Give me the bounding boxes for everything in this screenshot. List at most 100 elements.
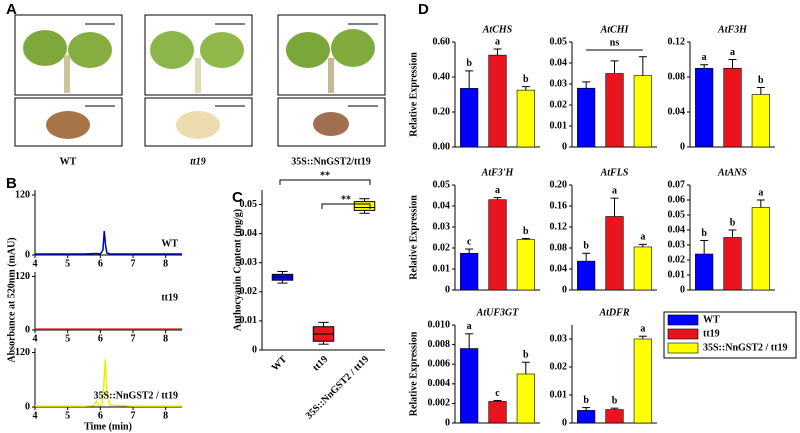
y-tick-label: 0.00 bbox=[433, 141, 451, 152]
x-tick-label: WT bbox=[270, 354, 290, 374]
y-tick-label: 0.40 bbox=[433, 71, 451, 82]
chart-title: AtF3H bbox=[717, 24, 748, 35]
y-tick-label: 0.02 bbox=[550, 361, 568, 372]
bar bbox=[577, 410, 596, 424]
y-tick-label: 0.04 bbox=[668, 106, 686, 117]
significance-letter: a bbox=[640, 232, 645, 243]
significance-letter: a bbox=[467, 321, 472, 332]
x-tick-label: 8 bbox=[163, 333, 168, 344]
y-tick-label: 0 bbox=[445, 417, 450, 428]
y-tick-label: 0.01 bbox=[550, 120, 568, 131]
legend-swatch bbox=[667, 314, 699, 326]
y-tick-label: 0 bbox=[562, 417, 567, 428]
y-tick-label: 0.60 bbox=[433, 36, 451, 47]
significance-letter: a bbox=[495, 36, 500, 47]
cotyledon bbox=[200, 32, 244, 68]
chromatogram-line bbox=[35, 359, 182, 407]
bar bbox=[751, 94, 770, 148]
y-tick-label: 0 bbox=[562, 141, 567, 152]
bar bbox=[695, 67, 714, 148]
bar bbox=[605, 216, 624, 291]
y-axis-label: Anthocyanin Content (mg/g) bbox=[232, 209, 243, 331]
chart-title: AtFLS bbox=[600, 167, 629, 178]
y-tick-label: 0 bbox=[445, 284, 450, 295]
y-tick-label: 0 bbox=[25, 324, 30, 335]
bar bbox=[751, 207, 770, 291]
significance-letter: c bbox=[467, 236, 472, 247]
y-tick-label: 0.01 bbox=[240, 315, 258, 326]
y-tick-label: 0.04 bbox=[550, 57, 568, 68]
x-tick-label: 5 bbox=[65, 410, 70, 421]
y-tick-label: 0.01 bbox=[433, 263, 451, 274]
y-axis-label: Relative Expression bbox=[408, 331, 419, 416]
bar bbox=[633, 338, 652, 424]
y-tick-label: 0.04 bbox=[433, 200, 451, 211]
seeds bbox=[46, 111, 90, 139]
bar bbox=[488, 199, 507, 291]
bar bbox=[516, 89, 535, 148]
y-tick-label: 0.008 bbox=[428, 339, 451, 350]
photo-group bbox=[14, 14, 386, 147]
cotyledon bbox=[68, 32, 112, 68]
y-tick-label: 0.04 bbox=[550, 263, 568, 274]
bar bbox=[488, 54, 507, 148]
x-tick-label: 5 bbox=[65, 333, 70, 344]
y-tick-label: 0.06 bbox=[668, 194, 686, 205]
y-tick-label: 120 bbox=[15, 189, 30, 200]
y-tick-label: 0 bbox=[25, 249, 30, 260]
x-tick-label: 6 bbox=[98, 333, 103, 344]
bar bbox=[605, 73, 624, 148]
series-label: WT bbox=[161, 238, 178, 249]
y-tick-label: 0.01 bbox=[668, 269, 686, 280]
x-tick-label: 8 bbox=[163, 410, 168, 421]
y-tick-label: 0.03 bbox=[240, 257, 258, 268]
seeds bbox=[313, 112, 349, 136]
hypocotyl bbox=[328, 58, 334, 93]
panel-label: A bbox=[6, 1, 17, 18]
y-tick-label: 0.16 bbox=[550, 200, 568, 211]
significance-letter: b bbox=[758, 75, 764, 86]
y-tick-label: 0.03 bbox=[668, 239, 686, 250]
x-axis-label: Time (min) bbox=[84, 421, 132, 432]
y-tick-label: 0.004 bbox=[428, 378, 451, 389]
legend-swatch bbox=[667, 328, 699, 340]
significance-letter: a bbox=[640, 323, 645, 334]
bar bbox=[723, 237, 742, 291]
significance-bracket bbox=[321, 203, 371, 209]
chart-title: AtANS bbox=[717, 167, 747, 178]
y-tick-label: 0.03 bbox=[550, 78, 568, 89]
significance-letter: a bbox=[730, 47, 735, 58]
x-tick-label: 7 bbox=[131, 258, 136, 269]
chart-title: AtDFR bbox=[598, 307, 629, 318]
y-tick-label: 120 bbox=[15, 271, 30, 282]
y-tick-label: 0.20 bbox=[433, 106, 451, 117]
photo-caption: WT bbox=[60, 156, 77, 167]
legend-swatch bbox=[667, 342, 699, 354]
bar bbox=[488, 401, 507, 424]
significance-letter: a bbox=[495, 185, 500, 196]
bar bbox=[577, 87, 596, 148]
y-tick-label: 0 bbox=[252, 344, 257, 355]
bar bbox=[516, 373, 535, 424]
significance-letter: b bbox=[523, 350, 529, 361]
x-tick-label: tt19 bbox=[311, 354, 331, 374]
y-tick-label: 0.12 bbox=[668, 36, 686, 47]
y-tick-label: 0.08 bbox=[550, 242, 568, 253]
cotyledon bbox=[23, 30, 67, 66]
significance-letter: b bbox=[583, 395, 589, 406]
significance-bracket bbox=[279, 179, 371, 185]
significance-letter: b bbox=[730, 217, 736, 228]
bar bbox=[695, 253, 714, 291]
y-tick-label: 0.07 bbox=[668, 179, 686, 190]
y-tick-label: 120 bbox=[15, 347, 30, 358]
legend-label: WT bbox=[703, 314, 720, 325]
seeds bbox=[176, 111, 220, 139]
y-tick-label: 0.03 bbox=[550, 333, 568, 344]
y-tick-label: 0.04 bbox=[240, 228, 258, 239]
y-tick-label: 0.002 bbox=[428, 398, 451, 409]
x-tick-label: 6 bbox=[98, 410, 103, 421]
y-tick-label: 0.20 bbox=[550, 179, 568, 190]
significance-letter: b bbox=[466, 58, 472, 69]
significance-label: ** bbox=[341, 194, 351, 205]
